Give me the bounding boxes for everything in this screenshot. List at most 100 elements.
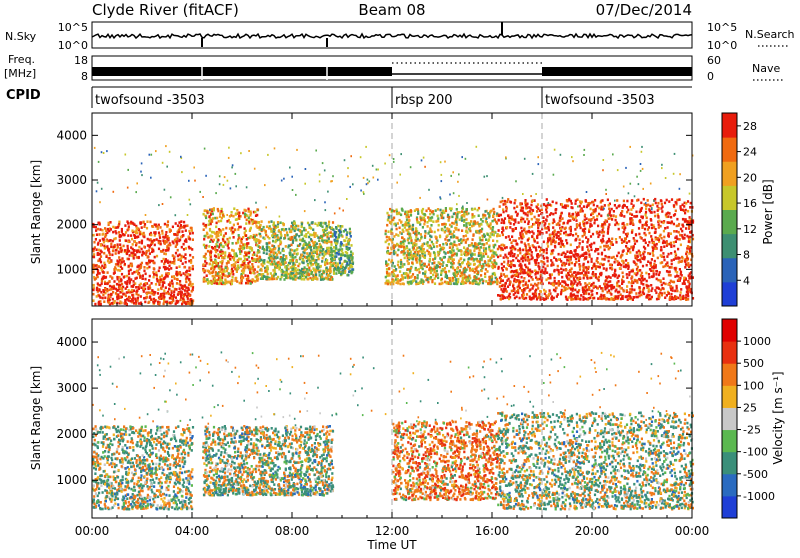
data-cell [145,254,147,257]
data-cell [430,270,432,273]
data-cell [93,241,95,244]
data-cell [623,240,625,243]
data-cell [313,269,315,272]
data-cell [675,253,677,256]
data-cell [232,242,234,245]
data-cell [343,230,345,233]
data-cell [131,230,133,233]
data-cell [337,262,339,265]
data-cell [118,256,120,259]
data-cell [208,223,210,226]
data-cell [444,226,446,229]
data-cell [424,220,426,223]
data-cell [179,239,181,242]
data-cell [461,219,463,222]
data-cell [234,228,236,231]
data-cell [422,268,424,271]
data-cell [170,229,172,232]
data-cell [443,256,445,259]
data-cell [437,277,439,280]
data-cell [160,243,162,246]
data-cell [133,280,135,283]
data-cell [322,229,324,232]
freq-unit: [MHz] [4,67,36,80]
data-cell [244,274,246,277]
data-cell [484,250,486,253]
data-cell [256,208,258,211]
data-cell [464,269,466,272]
data-cell [99,228,101,231]
data-cell [499,234,501,237]
data-cell [155,283,157,286]
data-cell [317,224,319,227]
data-cell [652,247,654,250]
data-cell [411,275,413,278]
data-cell [430,236,432,239]
data-cell [216,245,218,248]
data-cell [156,238,158,241]
data-cell [418,268,420,271]
data-cell [686,251,688,254]
data-cell [320,265,322,268]
data-cell [448,239,450,242]
data-cell [522,233,524,236]
data-cell [468,222,470,225]
data-cell [257,266,259,269]
data-cell [317,236,319,239]
data-cell [307,264,309,267]
data-cell [485,220,487,223]
data-cell [159,267,161,270]
data-cell [107,271,109,274]
data-cell [149,261,151,264]
data-cell [344,260,346,263]
data-cell [217,235,219,238]
data-cell [104,297,106,300]
data-cell [225,243,227,246]
data-cell [467,279,469,282]
data-cell [580,294,582,297]
data-cell [555,258,557,261]
data-cell [432,274,434,277]
data-cell [125,287,127,290]
data-cell [222,252,224,255]
data-cell [462,282,464,285]
data-cell [472,253,474,256]
data-cell [273,252,275,255]
data-cell [338,236,340,239]
data-cell [461,271,463,274]
data-cell [435,209,437,212]
data-cell [340,258,342,261]
data-cell [450,242,452,245]
data-cell [445,271,447,274]
data-cell [653,211,655,214]
data-cell [546,198,548,201]
data-cell [458,229,460,232]
data-cell [272,224,274,227]
data-cell [610,276,612,279]
data-cell [525,283,527,286]
data-cell [685,209,687,212]
data-cell [151,282,153,285]
data-cell [487,233,489,236]
data-cell [209,229,211,232]
data-cell [322,248,324,251]
data-cell [287,268,289,271]
data-cell [496,278,498,281]
data-cell [452,245,454,248]
data-cell [247,282,249,285]
data-cell [411,262,413,265]
data-cell [499,205,501,208]
data-cell [290,238,292,241]
data-cell [610,214,612,217]
data-cell [460,253,462,256]
data-cell [103,300,105,303]
data-cell [312,257,314,260]
data-cell [307,231,309,234]
data-cell [209,263,211,266]
data-cell [409,270,411,273]
data-cell [302,238,304,241]
data-cell [321,260,323,263]
data-cell [124,299,126,302]
data-cell [397,274,399,277]
data-cell [316,266,318,269]
